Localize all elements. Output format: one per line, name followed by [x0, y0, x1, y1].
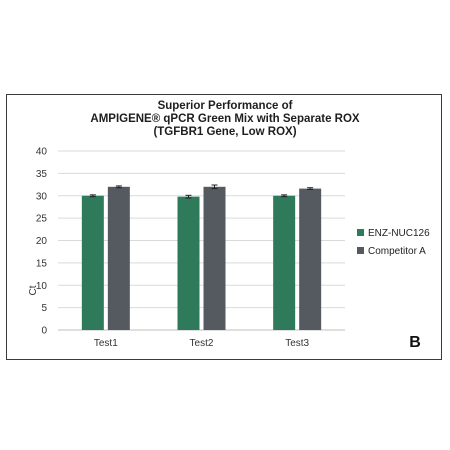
legend-label-series-1: ENZ-NUC126	[368, 228, 430, 239]
bar-test2-series-2	[203, 186, 226, 330]
legend-swatch-series-2	[357, 247, 364, 254]
bar-test3-series-2	[299, 188, 322, 330]
y-tick-label-20: 20	[36, 236, 48, 247]
y-tick-label-35: 35	[36, 169, 48, 180]
chart-title-line-2: AMPIGENE® qPCR Green Mix with Separate R…	[90, 113, 360, 125]
x-tick-label-test3: Test3	[285, 338, 309, 349]
y-tick-label-0: 0	[41, 326, 47, 337]
bar-test1-series-1	[81, 195, 104, 330]
x-tick-label-test2: Test2	[190, 338, 214, 349]
bar-test1-series-2	[107, 186, 130, 330]
panel-label: B	[409, 334, 421, 351]
chart-title: Superior Performance of AMPIGENE® qPCR G…	[0, 100, 450, 139]
bar-test3-series-1	[273, 195, 296, 330]
y-tick-label-25: 25	[36, 214, 48, 225]
y-tick-label-30: 30	[36, 191, 48, 202]
legend-swatch-series-1	[357, 229, 364, 236]
y-tick-label-10: 10	[36, 281, 48, 292]
chart-title-line-3: (TGFBR1 Gene, Low ROX)	[153, 126, 297, 138]
y-tick-label-5: 5	[41, 303, 47, 314]
bar-test2-series-1	[177, 196, 200, 330]
chart-title-line-1: Superior Performance of	[157, 100, 293, 112]
x-tick-label-test1: Test1	[94, 338, 118, 349]
y-axis-title: Ct	[28, 285, 39, 295]
y-tick-label-40: 40	[36, 147, 48, 158]
legend-label-series-2: Competitor A	[368, 246, 426, 257]
y-tick-label-15: 15	[36, 258, 48, 269]
